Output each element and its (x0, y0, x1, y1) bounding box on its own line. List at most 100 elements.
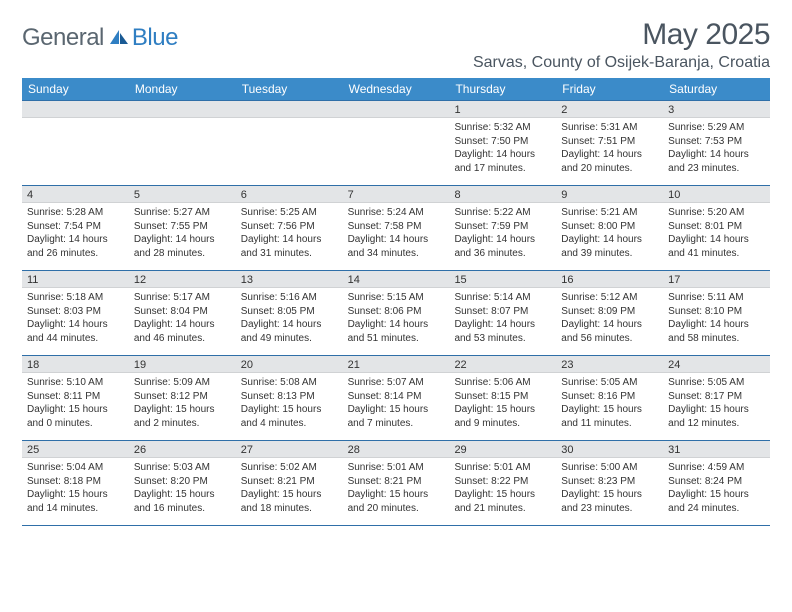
daylight-text: Daylight: 15 hours and 18 minutes. (241, 488, 338, 515)
day-number: 23 (556, 356, 663, 373)
sunrise-text: Sunrise: 5:12 AM (561, 291, 658, 305)
sunset-text: Sunset: 8:24 PM (668, 475, 765, 489)
day-cell: 24Sunrise: 5:05 AMSunset: 8:17 PMDayligh… (663, 356, 770, 440)
sunrise-text: Sunrise: 5:09 AM (134, 376, 231, 390)
day-cell: 26Sunrise: 5:03 AMSunset: 8:20 PMDayligh… (129, 441, 236, 525)
sunset-text: Sunset: 8:13 PM (241, 390, 338, 404)
day-number: 20 (236, 356, 343, 373)
daylight-text: Daylight: 14 hours and 53 minutes. (454, 318, 551, 345)
sunset-text: Sunset: 8:06 PM (348, 305, 445, 319)
sunrise-text: Sunrise: 5:05 AM (561, 376, 658, 390)
day-number: 18 (22, 356, 129, 373)
day-body: Sunrise: 5:24 AMSunset: 7:58 PMDaylight:… (343, 203, 450, 264)
day-body: Sunrise: 5:22 AMSunset: 7:59 PMDaylight:… (449, 203, 556, 264)
day-body: Sunrise: 5:05 AMSunset: 8:16 PMDaylight:… (556, 373, 663, 434)
day-body: Sunrise: 5:07 AMSunset: 8:14 PMDaylight:… (343, 373, 450, 434)
day-body: Sunrise: 5:21 AMSunset: 8:00 PMDaylight:… (556, 203, 663, 264)
sunset-text: Sunset: 8:11 PM (27, 390, 124, 404)
day-body: Sunrise: 5:20 AMSunset: 8:01 PMDaylight:… (663, 203, 770, 264)
daylight-text: Daylight: 14 hours and 23 minutes. (668, 148, 765, 175)
logo-text-general: General (22, 24, 104, 52)
day-cell: 2Sunrise: 5:31 AMSunset: 7:51 PMDaylight… (556, 101, 663, 185)
day-body: Sunrise: 5:17 AMSunset: 8:04 PMDaylight:… (129, 288, 236, 349)
sunset-text: Sunset: 8:23 PM (561, 475, 658, 489)
sunset-text: Sunset: 7:59 PM (454, 220, 551, 234)
day-header-row: SundayMondayTuesdayWednesdayThursdayFrid… (22, 78, 770, 100)
daylight-text: Daylight: 15 hours and 24 minutes. (668, 488, 765, 515)
day-body: Sunrise: 5:14 AMSunset: 8:07 PMDaylight:… (449, 288, 556, 349)
sunrise-text: Sunrise: 5:06 AM (454, 376, 551, 390)
week-row: 4Sunrise: 5:28 AMSunset: 7:54 PMDaylight… (22, 186, 770, 271)
day-number: 3 (663, 101, 770, 118)
week-row: 1Sunrise: 5:32 AMSunset: 7:50 PMDaylight… (22, 100, 770, 186)
week-row: 25Sunrise: 5:04 AMSunset: 8:18 PMDayligh… (22, 441, 770, 526)
daylight-text: Daylight: 14 hours and 58 minutes. (668, 318, 765, 345)
sunrise-text: Sunrise: 5:32 AM (454, 121, 551, 135)
day-body (236, 118, 343, 125)
sunset-text: Sunset: 8:15 PM (454, 390, 551, 404)
day-number: 25 (22, 441, 129, 458)
day-body: Sunrise: 5:02 AMSunset: 8:21 PMDaylight:… (236, 458, 343, 519)
sunrise-text: Sunrise: 5:14 AM (454, 291, 551, 305)
daylight-text: Daylight: 14 hours and 51 minutes. (348, 318, 445, 345)
daylight-text: Daylight: 15 hours and 4 minutes. (241, 403, 338, 430)
sunrise-text: Sunrise: 5:05 AM (668, 376, 765, 390)
sunset-text: Sunset: 7:56 PM (241, 220, 338, 234)
location-subtitle: Sarvas, County of Osijek-Baranja, Croati… (473, 54, 770, 72)
day-number: 10 (663, 186, 770, 203)
sunrise-text: Sunrise: 5:00 AM (561, 461, 658, 475)
sunset-text: Sunset: 7:55 PM (134, 220, 231, 234)
daylight-text: Daylight: 14 hours and 34 minutes. (348, 233, 445, 260)
day-cell: 12Sunrise: 5:17 AMSunset: 8:04 PMDayligh… (129, 271, 236, 355)
daylight-text: Daylight: 14 hours and 49 minutes. (241, 318, 338, 345)
sunrise-text: Sunrise: 4:59 AM (668, 461, 765, 475)
logo: General Blue (22, 18, 178, 52)
sunrise-text: Sunrise: 5:29 AM (668, 121, 765, 135)
day-cell (22, 101, 129, 185)
day-cell (343, 101, 450, 185)
day-number: 28 (343, 441, 450, 458)
calendar-page: General Blue May 2025 Sarvas, County of … (0, 0, 792, 526)
sunrise-text: Sunrise: 5:21 AM (561, 206, 658, 220)
day-cell: 13Sunrise: 5:16 AMSunset: 8:05 PMDayligh… (236, 271, 343, 355)
day-cell: 19Sunrise: 5:09 AMSunset: 8:12 PMDayligh… (129, 356, 236, 440)
day-header: Wednesday (343, 78, 450, 100)
day-body: Sunrise: 5:09 AMSunset: 8:12 PMDaylight:… (129, 373, 236, 434)
sunrise-text: Sunrise: 5:20 AM (668, 206, 765, 220)
sunset-text: Sunset: 8:17 PM (668, 390, 765, 404)
sunrise-text: Sunrise: 5:01 AM (454, 461, 551, 475)
day-body: Sunrise: 5:11 AMSunset: 8:10 PMDaylight:… (663, 288, 770, 349)
day-number: 15 (449, 271, 556, 288)
sunrise-text: Sunrise: 5:11 AM (668, 291, 765, 305)
daylight-text: Daylight: 14 hours and 17 minutes. (454, 148, 551, 175)
day-body: Sunrise: 5:10 AMSunset: 8:11 PMDaylight:… (22, 373, 129, 434)
day-cell: 18Sunrise: 5:10 AMSunset: 8:11 PMDayligh… (22, 356, 129, 440)
day-cell: 29Sunrise: 5:01 AMSunset: 8:22 PMDayligh… (449, 441, 556, 525)
day-number: 22 (449, 356, 556, 373)
day-body (343, 118, 450, 125)
day-body: Sunrise: 5:25 AMSunset: 7:56 PMDaylight:… (236, 203, 343, 264)
daylight-text: Daylight: 14 hours and 56 minutes. (561, 318, 658, 345)
day-cell: 8Sunrise: 5:22 AMSunset: 7:59 PMDaylight… (449, 186, 556, 270)
logo-sail-icon (108, 28, 130, 46)
day-number: 2 (556, 101, 663, 118)
day-number (129, 101, 236, 118)
day-body: Sunrise: 4:59 AMSunset: 8:24 PMDaylight:… (663, 458, 770, 519)
daylight-text: Daylight: 14 hours and 36 minutes. (454, 233, 551, 260)
day-number: 1 (449, 101, 556, 118)
sunrise-text: Sunrise: 5:22 AM (454, 206, 551, 220)
sunrise-text: Sunrise: 5:18 AM (27, 291, 124, 305)
sunset-text: Sunset: 7:54 PM (27, 220, 124, 234)
day-cell: 9Sunrise: 5:21 AMSunset: 8:00 PMDaylight… (556, 186, 663, 270)
day-cell: 7Sunrise: 5:24 AMSunset: 7:58 PMDaylight… (343, 186, 450, 270)
day-number: 26 (129, 441, 236, 458)
day-number: 7 (343, 186, 450, 203)
sunset-text: Sunset: 7:51 PM (561, 135, 658, 149)
day-cell: 14Sunrise: 5:15 AMSunset: 8:06 PMDayligh… (343, 271, 450, 355)
sunrise-text: Sunrise: 5:28 AM (27, 206, 124, 220)
day-number: 30 (556, 441, 663, 458)
day-number: 5 (129, 186, 236, 203)
day-header: Thursday (449, 78, 556, 100)
sunrise-text: Sunrise: 5:25 AM (241, 206, 338, 220)
daylight-text: Daylight: 15 hours and 20 minutes. (348, 488, 445, 515)
